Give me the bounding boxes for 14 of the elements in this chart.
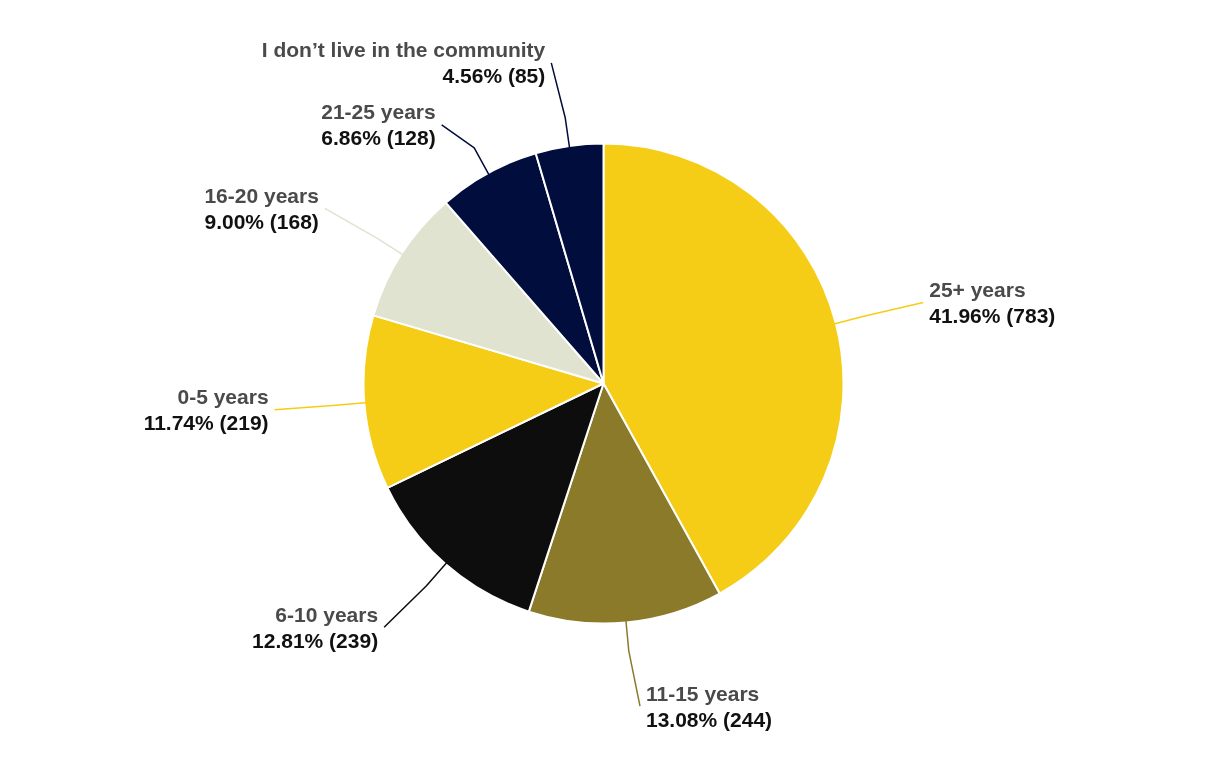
- slice-label: 6-10 years: [275, 602, 379, 626]
- slice-label: I don’t live in the community: [261, 38, 546, 62]
- data-label: 11.74% (219): [143, 411, 269, 435]
- slice-label: 11-15 years: [646, 681, 760, 705]
- slice-label: 25+ years: [929, 278, 1026, 302]
- data-label: 6.86% (128): [321, 126, 436, 150]
- slice-label: 16-20 years: [204, 183, 319, 207]
- data-label: 13.08% (244): [646, 707, 773, 731]
- slice-label: 0-5 years: [177, 385, 269, 409]
- slice-label: 21-25 years: [321, 100, 436, 124]
- data-label: 9.00% (168): [204, 209, 319, 233]
- data-label: 41.96% (783): [929, 304, 1056, 328]
- data-label: 4.56% (85): [442, 64, 546, 88]
- data-label: 12.81% (239): [252, 628, 379, 652]
